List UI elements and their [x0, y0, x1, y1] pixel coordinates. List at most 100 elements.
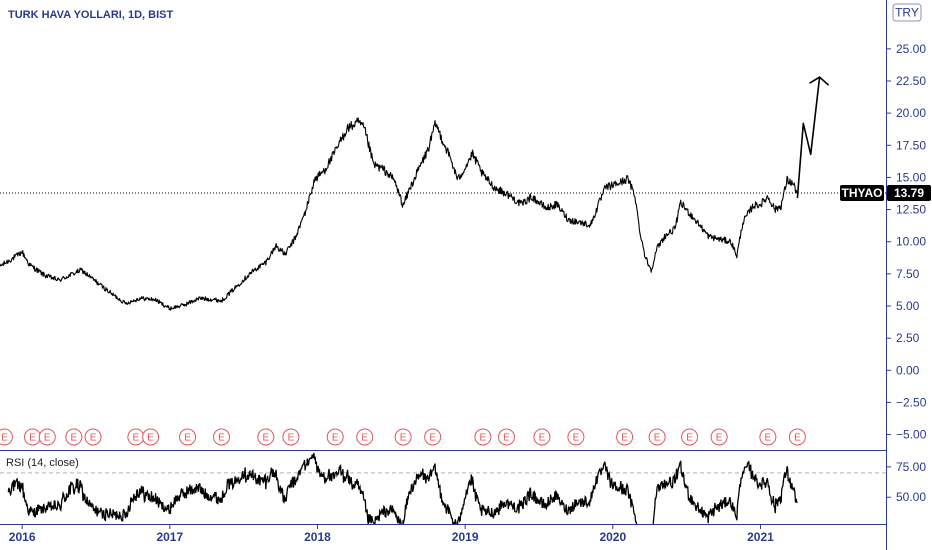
- earnings-marker[interactable]: E: [424, 428, 442, 446]
- earnings-circle: [759, 428, 777, 446]
- earnings-label: E: [90, 433, 97, 444]
- earnings-marker[interactable]: E: [65, 428, 83, 446]
- price-axis: 25.00 22.50 20.00 17.50 15.00 12.50 10.00 7.50 5…: [886, 42, 927, 442]
- earnings-label: E: [621, 433, 628, 444]
- y-tick-label: −5.00: [896, 428, 927, 442]
- earnings-circle: [38, 428, 56, 446]
- symbol-label: THYAO: [842, 186, 883, 200]
- earnings-marker[interactable]: E: [142, 428, 160, 446]
- earnings-label: E: [686, 433, 693, 444]
- earnings-marker[interactable]: E: [788, 428, 806, 446]
- earnings-marker[interactable]: E: [533, 428, 551, 446]
- earnings-marker[interactable]: E: [648, 428, 666, 446]
- earnings-marker[interactable]: E: [23, 428, 41, 446]
- earnings-marker[interactable]: E: [38, 428, 56, 446]
- y-tick-label: 7.50: [896, 267, 920, 281]
- earnings-circle: [533, 428, 551, 446]
- earnings-circle: [648, 428, 666, 446]
- y-tick-label: 15.00: [896, 170, 926, 184]
- earnings-circle: [179, 428, 197, 446]
- price-line: [0, 117, 798, 311]
- earnings-label: E: [147, 433, 154, 444]
- x-tick-label: 2016: [9, 530, 36, 544]
- earnings-marker[interactable]: E: [710, 428, 728, 446]
- rsi-line: [7, 452, 798, 524]
- rsi-title: RSI (14, close): [6, 457, 79, 469]
- projection-arrowhead: [809, 76, 830, 86]
- x-tick-label: 2020: [599, 530, 626, 544]
- earnings-marker[interactable]: E: [474, 428, 492, 446]
- earnings-marker[interactable]: E: [257, 428, 275, 446]
- earnings-marker[interactable]: E: [84, 428, 102, 446]
- earnings-circle: [84, 428, 102, 446]
- earnings-marker[interactable]: E: [616, 428, 634, 446]
- earnings-label: E: [765, 433, 772, 444]
- earnings-circle: [213, 428, 230, 446]
- earnings-circle: [326, 428, 344, 446]
- last-value-marker: THYAO 13.79: [0, 184, 931, 201]
- earnings-label: E: [503, 433, 510, 444]
- rsi-series: [7, 452, 798, 524]
- earnings-marker[interactable]: E: [356, 428, 374, 446]
- rsi-axis: 75.00 50.00: [0, 460, 926, 504]
- earnings-label: E: [539, 433, 546, 444]
- earnings-label: E: [262, 433, 269, 444]
- earnings-circle: [356, 428, 374, 446]
- earnings-label: E: [716, 433, 723, 444]
- earnings-label: E: [654, 433, 661, 444]
- x-tick-label: 2017: [156, 530, 183, 544]
- earnings-circle: [142, 428, 160, 446]
- earnings-marker[interactable]: E: [0, 428, 13, 446]
- earnings-label: E: [400, 433, 407, 444]
- earnings-marker[interactable]: E: [326, 428, 344, 446]
- earnings-marker[interactable]: E: [394, 428, 412, 446]
- earnings-circle: [710, 428, 728, 446]
- rsi-tick-label: 50.00: [896, 490, 926, 504]
- y-tick-label: 10.00: [896, 235, 926, 249]
- earnings-label: E: [44, 433, 51, 444]
- earnings-circle: [474, 428, 492, 446]
- earnings-marker[interactable]: E: [759, 428, 777, 446]
- earnings-label: E: [480, 433, 487, 444]
- earnings-marker[interactable]: E: [179, 428, 197, 446]
- earnings-circle: [616, 428, 634, 446]
- earnings-marker[interactable]: E: [497, 428, 515, 446]
- rsi-tick-label: 75.00: [896, 460, 926, 474]
- price-series: [0, 76, 830, 311]
- earnings-marker[interactable]: E: [282, 428, 300, 446]
- earnings-marker[interactable]: E: [681, 428, 699, 446]
- earnings-marker[interactable]: E: [567, 428, 585, 446]
- earnings-label: E: [429, 433, 436, 444]
- earnings-circle: [788, 428, 806, 446]
- projection-line: [796, 77, 821, 199]
- earnings-circle: [681, 428, 699, 446]
- earnings-label: E: [29, 433, 36, 444]
- y-tick-label: −2.50: [896, 395, 927, 409]
- y-tick-label: 25.00: [896, 42, 926, 56]
- earnings-circle: [65, 428, 83, 446]
- y-tick-label: 2.50: [896, 331, 920, 345]
- currency-label: TRY: [895, 6, 919, 20]
- earnings-label: E: [1, 433, 8, 444]
- earnings-label: E: [184, 433, 191, 444]
- earnings-marker[interactable]: E: [213, 428, 230, 446]
- x-tick-label: 2021: [747, 530, 774, 544]
- last-value-badge: [887, 184, 931, 201]
- y-tick-label: 5.00: [896, 299, 920, 313]
- currency-badge[interactable]: TRY: [892, 3, 922, 22]
- earnings-marker[interactable]: E: [127, 428, 145, 446]
- x-tick-label: 2018: [304, 530, 331, 544]
- earnings-label: E: [573, 433, 580, 444]
- earnings-circle: [394, 428, 412, 446]
- earnings-circle: [0, 428, 13, 446]
- earnings-label: E: [218, 433, 225, 444]
- earnings-label: E: [361, 433, 368, 444]
- earnings-label: E: [70, 433, 77, 444]
- earnings-circle: [282, 428, 300, 446]
- earnings-label: E: [332, 433, 339, 444]
- earnings-label: E: [794, 433, 801, 444]
- symbol-badge: [840, 184, 884, 201]
- chart-title: TURK HAVA YOLLARI, 1D, BIST: [8, 9, 173, 21]
